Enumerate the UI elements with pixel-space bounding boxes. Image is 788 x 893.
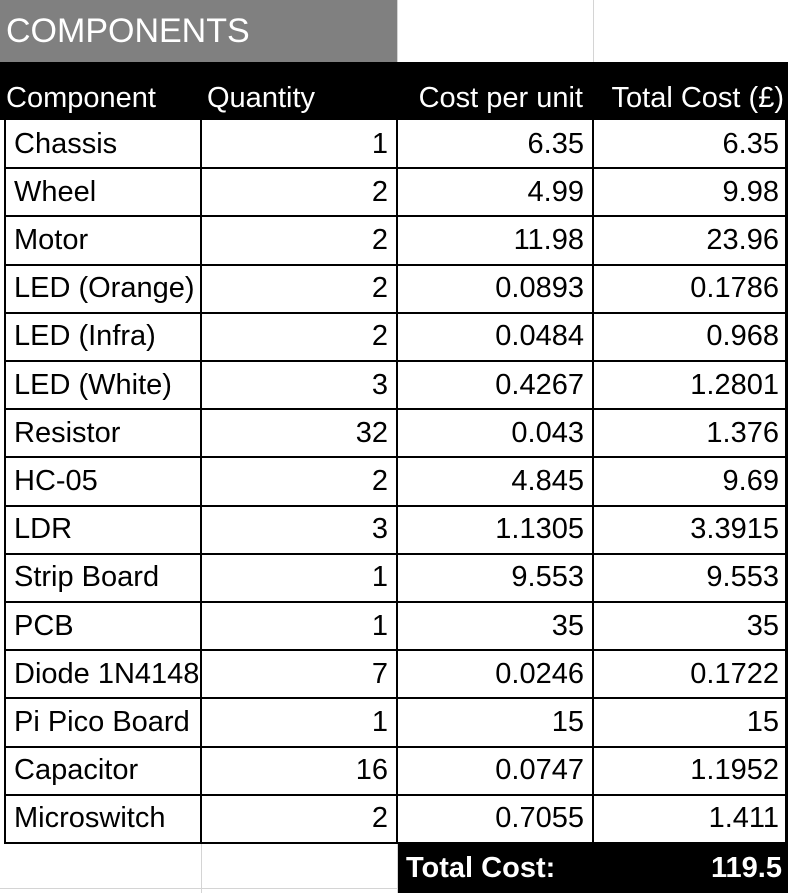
total-cost-label[interactable]: Total Cost: <box>406 851 556 884</box>
cell-total-cost[interactable]: 1.376 <box>706 416 779 449</box>
cell-quantity[interactable]: 3 <box>371 368 388 401</box>
table-border <box>785 120 788 843</box>
cell-total-cost[interactable]: 15 <box>746 705 779 738</box>
cell-component[interactable]: HC-05 <box>14 464 98 497</box>
cell-component[interactable]: Chassis <box>14 127 118 160</box>
table-border <box>592 120 594 843</box>
cell-cost-per-unit[interactable]: 0.0484 <box>495 320 584 353</box>
cell-total-cost[interactable]: 3.3915 <box>690 513 779 546</box>
cell-cost-per-unit[interactable]: 9.553 <box>511 561 584 594</box>
cell-component[interactable]: LED (White) <box>14 368 172 401</box>
header-row <box>0 62 788 120</box>
cell-cost-per-unit[interactable]: 11.98 <box>513 223 584 256</box>
total-cost-value[interactable]: 119.5 <box>711 851 782 884</box>
cell-cost-per-unit[interactable]: 0.7055 <box>495 802 584 835</box>
cell-component[interactable]: Motor <box>14 223 89 256</box>
cell-cost-per-unit[interactable]: 0.043 <box>511 416 584 449</box>
cell-cost-per-unit[interactable]: 0.4267 <box>495 368 584 401</box>
cell-component[interactable]: LED (Orange) <box>14 272 195 305</box>
cell-total-cost[interactable]: 9.553 <box>706 561 779 594</box>
header-quantity[interactable]: Quantity <box>207 81 315 114</box>
cell-component[interactable]: Wheel <box>14 175 97 208</box>
cell-component[interactable]: Diode 1N4148 <box>14 657 200 690</box>
cell-cost-per-unit[interactable]: 0.0893 <box>495 272 584 305</box>
total-row <box>398 843 788 893</box>
table-border <box>4 120 6 843</box>
cell-total-cost[interactable]: 0.1786 <box>690 272 779 305</box>
cell-cost-per-unit[interactable]: 0.0246 <box>495 657 584 690</box>
cell-component[interactable]: Microswitch <box>14 802 166 835</box>
cell-quantity[interactable]: 2 <box>371 320 388 353</box>
gridline <box>0 888 788 889</box>
cell-quantity[interactable]: 1 <box>371 609 388 642</box>
cell-cost-per-unit[interactable]: 4.99 <box>527 175 584 208</box>
cell-cost-per-unit[interactable]: 1.1305 <box>495 513 584 546</box>
cell-total-cost[interactable]: 9.69 <box>722 464 779 497</box>
table-border <box>396 120 398 843</box>
cell-quantity[interactable]: 3 <box>371 513 388 546</box>
cell-total-cost[interactable]: 6.35 <box>722 127 779 160</box>
cell-cost-per-unit[interactable]: 0.0747 <box>495 754 584 787</box>
cell-component[interactable]: LDR <box>14 513 73 546</box>
sheet-title[interactable]: COMPONENTS <box>0 0 397 62</box>
cell-total-cost[interactable]: 1.1952 <box>690 754 779 787</box>
cell-total-cost[interactable]: 9.98 <box>722 175 779 208</box>
cell-quantity[interactable]: 2 <box>371 802 388 835</box>
cell-quantity[interactable]: 2 <box>371 175 388 208</box>
cell-total-cost[interactable]: 23.96 <box>706 223 779 256</box>
cell-quantity[interactable]: 1 <box>371 705 388 738</box>
cell-component[interactable]: Resistor <box>14 416 121 449</box>
cell-cost-per-unit[interactable]: 6.35 <box>527 127 584 160</box>
cell-quantity[interactable]: 1 <box>371 561 388 594</box>
header-total-cost[interactable]: Total Cost (£) <box>611 81 784 114</box>
cell-total-cost[interactable]: 1.411 <box>708 802 779 835</box>
cell-quantity[interactable]: 1 <box>371 127 388 160</box>
row-border <box>4 842 788 844</box>
cell-component[interactable]: PCB <box>14 609 74 642</box>
cell-quantity[interactable]: 2 <box>371 223 388 256</box>
header-cost-per-unit[interactable]: Cost per unit <box>418 81 583 114</box>
cell-total-cost[interactable]: 35 <box>746 609 779 642</box>
table-border <box>200 120 202 843</box>
cell-component[interactable]: Strip Board <box>14 561 160 594</box>
cell-component[interactable]: Capacitor <box>14 754 139 787</box>
cell-quantity[interactable]: 16 <box>355 754 388 787</box>
cell-total-cost[interactable]: 0.968 <box>706 320 779 353</box>
cell-component[interactable]: LED (Infra) <box>14 320 156 353</box>
cell-component[interactable]: Pi Pico Board <box>14 705 190 738</box>
cell-cost-per-unit[interactable]: 4.845 <box>511 464 584 497</box>
cell-cost-per-unit[interactable]: 15 <box>551 705 584 738</box>
cell-quantity[interactable]: 2 <box>371 272 388 305</box>
cell-cost-per-unit[interactable]: 35 <box>551 609 584 642</box>
cell-quantity[interactable]: 32 <box>355 416 388 449</box>
cell-quantity[interactable]: 7 <box>371 657 388 690</box>
cell-total-cost[interactable]: 1.2801 <box>690 368 779 401</box>
cell-total-cost[interactable]: 0.1722 <box>690 657 779 690</box>
header-component[interactable]: Component <box>6 81 156 114</box>
cell-quantity[interactable]: 2 <box>371 464 388 497</box>
